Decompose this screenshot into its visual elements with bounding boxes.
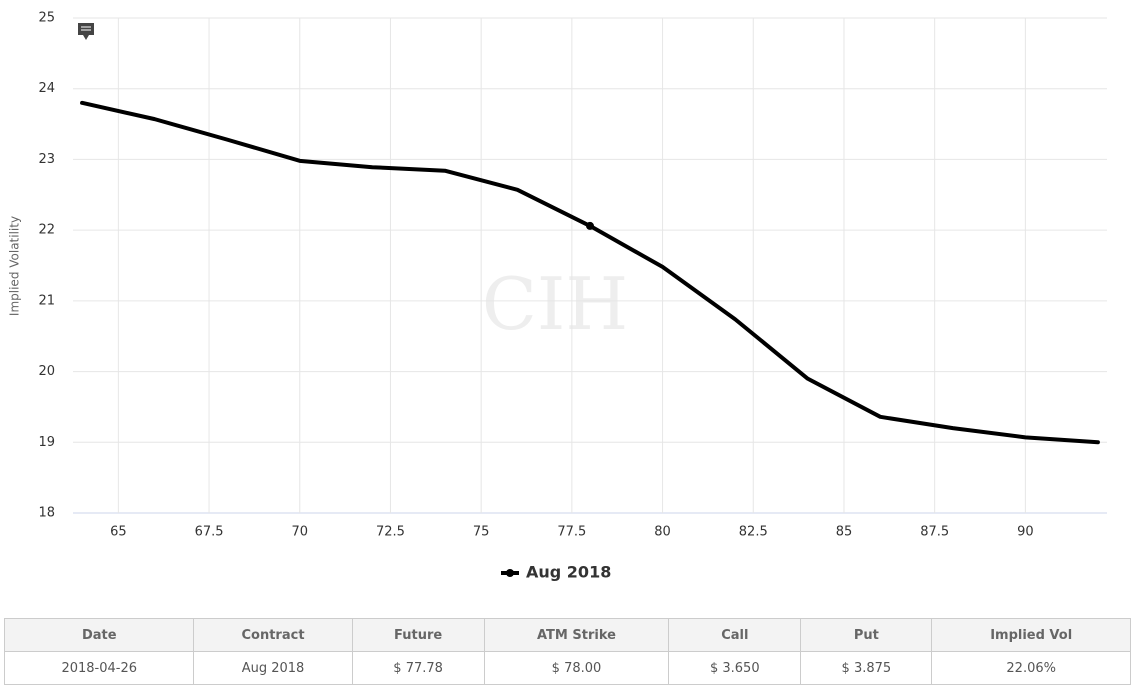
table-header-cell: ATM Strike [483,618,670,652]
table-header-cell: Implied Vol [931,618,1131,652]
x-tick-label: 80 [654,525,671,540]
table-cell: $ 3.875 [800,651,933,685]
table-cell: Aug 2018 [193,651,353,685]
x-tick-label: 82.5 [739,525,768,540]
x-tick-label: 70 [291,525,308,540]
x-tick-label: 72.5 [376,525,405,540]
y-tick-label: 19 [38,435,55,450]
table-header-cell: Call [668,618,802,652]
table-cell: 22.06% [931,651,1131,685]
legend-marker [506,569,514,577]
x-tick-label: 87.5 [920,525,949,540]
table-cell: 2018-04-26 [3,651,195,685]
y-tick-label: 25 [38,11,55,26]
x-tick-label: 85 [836,525,853,540]
highlight-point [586,221,594,230]
table-header-cell: Put [800,618,933,652]
x-tick-label: 75 [473,525,490,540]
comment-icon[interactable] [78,23,94,40]
y-tick-label: 23 [38,152,55,167]
table-cell: $ 3.650 [668,651,802,685]
table-cell: $ 78.00 [483,651,670,685]
y-tick-label: 21 [38,293,55,308]
table-header-cell: Future [351,618,485,652]
y-axis-label: Implied Volatility [8,216,22,316]
x-tick-label: 77.5 [557,525,586,540]
x-tick-label: 65 [110,525,127,540]
watermark: CIH [482,262,628,346]
y-tick-label: 24 [38,81,55,96]
table-header-cell: Date [3,618,195,652]
y-tick-label: 22 [38,223,55,238]
table-cell: $ 77.78 [351,651,485,685]
legend-label: Aug 2018 [526,563,611,582]
x-tick-label: 90 [1017,525,1034,540]
table-header-cell: Contract [193,618,353,652]
chart: CIH Implied Volatility 18 19 20 21 22 23 24 25 6… [8,11,1107,582]
x-tick-label: 67.5 [195,525,224,540]
summary-table: Date Contract Future ATM Strike Call Put Impli… [3,618,1131,685]
y-tick-label: 20 [38,364,55,379]
y-tick-label: 18 [38,506,55,521]
